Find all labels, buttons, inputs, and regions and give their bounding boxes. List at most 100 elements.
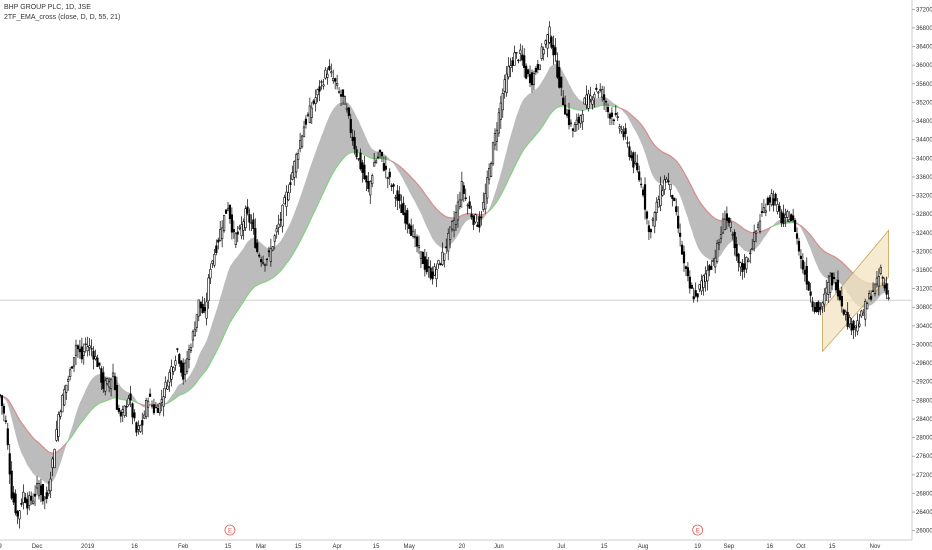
candle[interactable] [714, 249, 717, 274]
candle[interactable] [304, 115, 308, 129]
candle[interactable] [540, 43, 543, 61]
candle[interactable] [219, 220, 222, 242]
candle[interactable] [281, 204, 284, 233]
candle[interactable] [263, 263, 267, 272]
candle[interactable] [476, 221, 479, 228]
candle[interactable] [209, 263, 212, 285]
candle[interactable] [376, 151, 380, 160]
candle[interactable] [585, 85, 588, 109]
candle[interactable] [776, 197, 779, 215]
candle[interactable] [700, 274, 703, 296]
candle[interactable] [610, 107, 613, 125]
candle[interactable] [778, 202, 781, 219]
candle[interactable] [398, 186, 401, 209]
candle[interactable] [429, 260, 432, 281]
candle[interactable] [419, 251, 423, 268]
candle[interactable] [647, 220, 651, 241]
candle[interactable] [795, 227, 799, 245]
candle[interactable] [72, 357, 76, 373]
candle[interactable] [665, 176, 668, 183]
candle[interactable] [842, 308, 845, 316]
candle[interactable] [148, 388, 152, 398]
candle[interactable] [616, 111, 619, 122]
candle[interactable] [573, 121, 576, 132]
candle[interactable] [332, 69, 335, 84]
candle[interactable] [530, 69, 534, 93]
candle[interactable] [123, 405, 126, 418]
candle[interactable] [300, 134, 304, 149]
candle[interactable] [193, 321, 196, 337]
candle[interactable] [400, 194, 403, 214]
candle[interactable] [119, 409, 122, 423]
candle[interactable] [829, 272, 832, 299]
candle[interactable] [661, 185, 664, 197]
candle[interactable] [762, 199, 765, 214]
candle[interactable] [501, 88, 504, 118]
candle[interactable] [32, 493, 35, 505]
candle[interactable] [454, 204, 458, 232]
candle[interactable] [645, 210, 649, 225]
candle[interactable] [486, 170, 489, 204]
candle[interactable] [575, 113, 578, 132]
candle[interactable] [525, 63, 528, 80]
candle[interactable] [702, 274, 705, 296]
candle[interactable] [59, 409, 62, 420]
candle[interactable] [466, 203, 469, 215]
candle[interactable] [271, 245, 274, 252]
candle[interactable] [45, 486, 48, 504]
candle[interactable] [127, 395, 130, 407]
candle[interactable] [832, 272, 836, 284]
candle[interactable] [275, 224, 278, 239]
candle[interactable] [20, 498, 23, 507]
candle[interactable] [739, 261, 742, 276]
candle[interactable] [113, 372, 117, 391]
candle[interactable] [852, 319, 855, 340]
candle[interactable] [328, 59, 331, 72]
candle[interactable] [316, 88, 319, 103]
candle[interactable] [538, 64, 541, 71]
candle[interactable] [790, 213, 793, 222]
candle[interactable] [753, 224, 756, 252]
candle[interactable] [766, 196, 769, 206]
candle[interactable] [213, 249, 216, 268]
candle[interactable] [205, 292, 208, 326]
candle[interactable] [447, 228, 450, 261]
candle[interactable] [716, 239, 719, 264]
candle[interactable] [191, 329, 195, 348]
candle[interactable] [636, 154, 639, 173]
candle[interactable] [604, 99, 608, 112]
candle[interactable] [108, 377, 111, 393]
candle[interactable] [109, 378, 113, 397]
candle[interactable] [741, 258, 744, 280]
candle[interactable] [489, 161, 493, 178]
candle[interactable] [43, 496, 46, 510]
candle[interactable] [228, 204, 232, 224]
candle[interactable] [310, 102, 313, 125]
candle[interactable] [88, 338, 91, 356]
candle[interactable] [873, 283, 877, 297]
candle[interactable] [390, 183, 393, 192]
candle[interactable] [339, 89, 343, 106]
candle[interactable] [747, 257, 750, 263]
candle[interactable] [445, 238, 448, 254]
candle[interactable] [39, 478, 43, 503]
candle[interactable] [723, 210, 727, 231]
candle[interactable] [367, 171, 370, 193]
candle[interactable] [497, 107, 500, 137]
candle[interactable] [180, 359, 183, 377]
candle[interactable] [355, 145, 358, 160]
candle[interactable] [421, 251, 424, 265]
candle[interactable] [164, 376, 167, 399]
candle[interactable] [793, 218, 797, 233]
candle[interactable] [692, 287, 695, 303]
candle[interactable] [669, 183, 672, 198]
candle[interactable] [628, 141, 631, 161]
candle[interactable] [452, 211, 456, 238]
candle[interactable] [24, 492, 27, 504]
candle[interactable] [246, 199, 249, 216]
candle[interactable] [554, 38, 557, 62]
candle[interactable] [565, 108, 569, 119]
candle[interactable] [675, 198, 678, 216]
candle[interactable] [147, 397, 150, 418]
candle[interactable] [217, 237, 220, 250]
